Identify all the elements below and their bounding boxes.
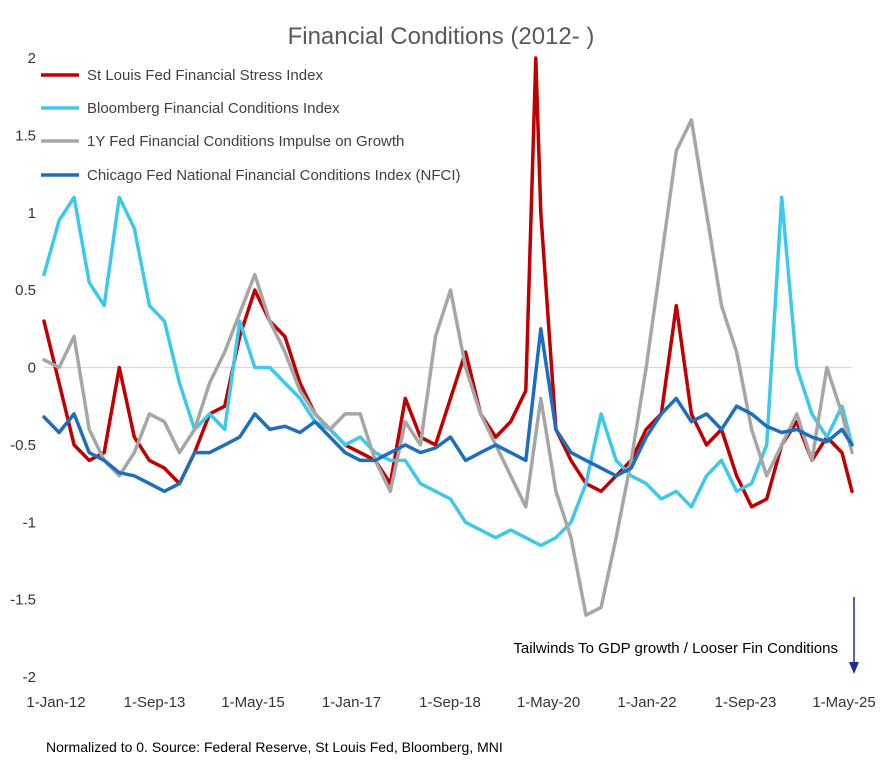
series-line-3: [42, 118, 854, 617]
legend-label: Bloomberg Financial Conditions Index: [87, 100, 340, 117]
legend-label: Chicago Fed National Financial Condition…: [87, 167, 461, 184]
x-tick-label: 1-Sep-23: [715, 694, 777, 711]
x-tick-label: 1-Sep-13: [124, 694, 186, 711]
x-tick-label: 1-Jan-17: [322, 694, 381, 711]
legend-item: 1Y Fed Financial Conditions Impulse on G…: [41, 133, 404, 150]
series-layer: [42, 56, 854, 617]
y-tick-label: 1.5: [15, 127, 36, 144]
y-tick-label: 0.5: [15, 282, 36, 299]
y-tick-label: 0: [28, 360, 36, 377]
x-tick-label: 1-May-15: [221, 694, 284, 711]
legend-label: St Louis Fed Financial Stress Index: [87, 67, 323, 84]
y-tick-label: 2: [28, 50, 36, 67]
x-axis: 1-Jan-12 1-Sep-13 1-May-15 1-Jan-17 1-Sep-18…: [26, 694, 875, 711]
series-line-2: [42, 195, 854, 548]
annotation-text: Tailwinds To GDP growth / Looser Fin Con…: [513, 640, 838, 657]
x-tick-label: 1-Jan-12: [26, 694, 85, 711]
y-tick-label: -1.5: [10, 592, 36, 609]
x-tick-label: 1-Jan-22: [617, 694, 676, 711]
y-tick-label: -1: [23, 514, 36, 531]
x-tick-label: 1-May-20: [517, 694, 580, 711]
legend: St Louis Fed Financial Stress Index Bloom…: [41, 67, 461, 184]
legend-item: Bloomberg Financial Conditions Index: [41, 100, 340, 117]
x-tick-label: 1-May-25: [812, 694, 875, 711]
legend-item: St Louis Fed Financial Stress Index: [41, 67, 323, 84]
footer-source: Normalized to 0. Source: Federal Reserve…: [46, 739, 503, 755]
down-arrow-icon: [849, 597, 859, 674]
y-tick-label: 1: [28, 205, 36, 222]
x-tick-label: 1-Sep-18: [419, 694, 481, 711]
chart-title: Financial Conditions (2012- ): [288, 23, 595, 50]
y-tick-label: -0.5: [10, 437, 36, 454]
y-axis: 2 1.5 1 0.5 0 -0.5 -1 -1.5 -2: [10, 50, 36, 686]
series-line-4: [42, 327, 854, 494]
legend-item: Chicago Fed National Financial Condition…: [41, 167, 461, 184]
legend-label: 1Y Fed Financial Conditions Impulse on G…: [87, 133, 404, 150]
y-tick-label: -2: [23, 669, 36, 686]
